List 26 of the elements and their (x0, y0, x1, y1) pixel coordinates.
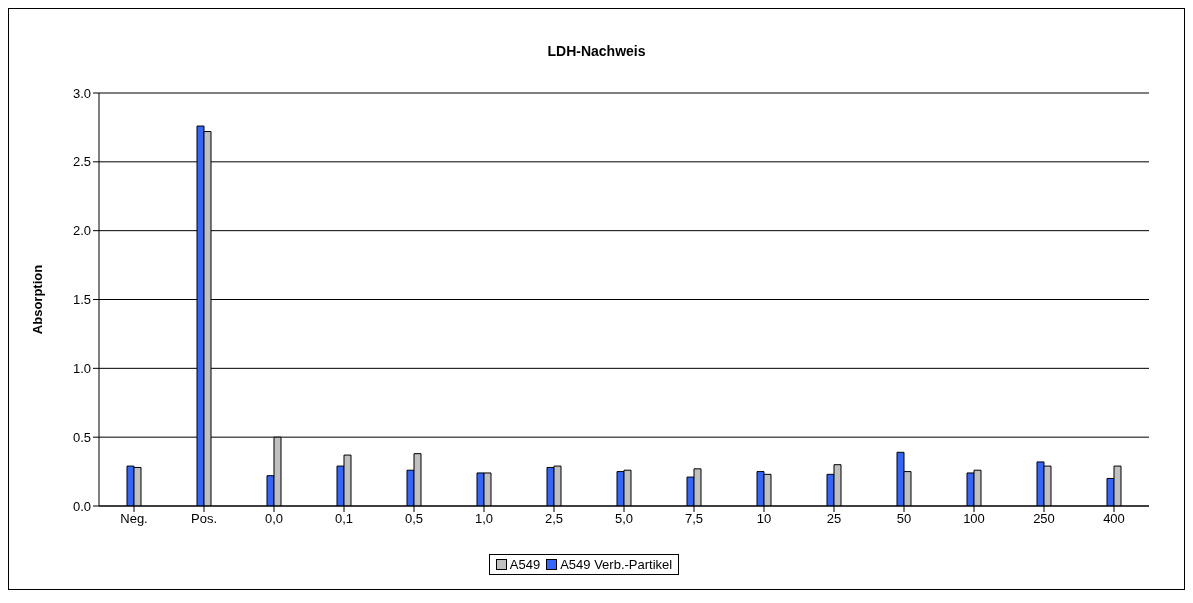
x-tick-label: 2,5 (544, 511, 564, 527)
x-tick-label: 7,5 (684, 511, 704, 527)
y-tick-label: 0.0 (72, 498, 91, 514)
y-tick-label: 2.0 (72, 223, 91, 239)
y-axis-title: Absorption (29, 264, 45, 335)
x-tick-label: Pos. (190, 511, 218, 527)
x-tick-label: Neg. (120, 511, 148, 527)
x-tick-label: 25 (826, 511, 842, 527)
chart-title: LDH-Nachweis (546, 43, 647, 61)
x-tick-label: 5,0 (614, 511, 634, 527)
x-tick-label: 0,1 (334, 511, 354, 527)
x-tick-label: 100 (963, 511, 985, 527)
x-tick-label: 0,0 (264, 511, 284, 527)
y-tick-label: 1.0 (72, 360, 91, 376)
legend-label: A549 (508, 557, 541, 572)
x-tick-label: 1,0 (474, 511, 494, 527)
x-tick-label: 250 (1033, 511, 1055, 527)
legend-label: A549 Verb.-Partikel (559, 557, 673, 572)
x-tick-label: 50 (896, 511, 912, 527)
x-tick-label: 10 (756, 511, 772, 527)
x-tick-label: 400 (1103, 511, 1125, 527)
y-tick-label: 3.0 (72, 85, 91, 101)
y-tick-label: 0.5 (72, 429, 91, 445)
x-tick-label: 0,5 (404, 511, 424, 527)
y-tick-label: 1.5 (72, 292, 91, 308)
y-tick-label: 2.5 (72, 154, 91, 170)
